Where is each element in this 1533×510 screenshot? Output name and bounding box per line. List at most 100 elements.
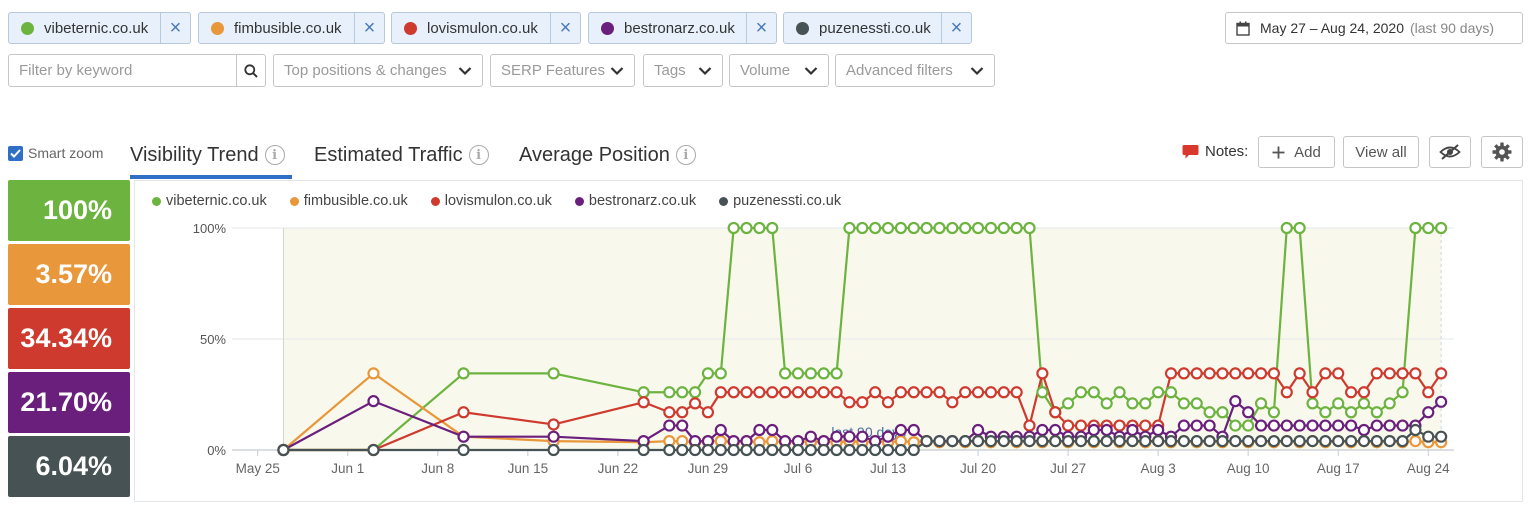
close-icon[interactable]: ×	[354, 13, 384, 43]
domain-color-dot	[211, 21, 224, 35]
data-point-2	[547, 418, 560, 431]
data-point-0	[1357, 397, 1371, 410]
data-point-2	[997, 386, 1010, 399]
data-point-0	[1396, 386, 1409, 399]
legend-item[interactable]: puzenessti.co.uk	[719, 193, 841, 209]
info-icon[interactable]: i	[264, 145, 285, 165]
data-point-0	[740, 221, 753, 235]
legend-label: lovismulon.co.uk	[444, 193, 552, 209]
date-range-button[interactable]: May 27 – Aug 24, 2020 (last 90 days)	[1225, 12, 1523, 44]
data-point-3	[1190, 419, 1203, 432]
domain-chip[interactable]: fimbusible.co.uk ×	[198, 12, 385, 44]
settings-button[interactable]	[1481, 136, 1523, 168]
keyword-filter-input[interactable]	[9, 55, 236, 86]
eye-slash-icon	[1439, 144, 1461, 160]
data-point-0	[1229, 419, 1242, 432]
info-icon[interactable]: i	[468, 145, 489, 165]
data-point-3	[753, 423, 766, 437]
data-point-0	[1280, 221, 1293, 235]
data-point-3	[1319, 419, 1332, 432]
domain-chip[interactable]: lovismulon.co.uk ×	[391, 12, 581, 44]
data-point-3	[676, 419, 689, 432]
chevron-down-icon	[698, 66, 712, 75]
info-icon[interactable]: i	[675, 145, 696, 165]
tab-average-position[interactable]: Average Position i	[519, 142, 696, 168]
domain-color-dot	[601, 21, 614, 35]
data-point-4	[804, 443, 817, 457]
top-positions-dropdown[interactable]: Top positions & changes	[273, 54, 483, 87]
chevron-down-icon	[610, 66, 624, 75]
data-point-4	[1422, 430, 1435, 443]
volume-dropdown[interactable]: Volume	[729, 54, 829, 87]
data-point-4	[1190, 435, 1203, 448]
data-point-3	[1203, 419, 1216, 432]
legend-item[interactable]: fimbusible.co.uk	[289, 193, 408, 209]
data-point-2	[933, 386, 946, 399]
legend-dot	[289, 196, 299, 206]
data-point-3	[1177, 419, 1190, 432]
data-point-0	[1267, 406, 1281, 419]
legend-label: vibeternic.co.uk	[166, 193, 267, 209]
data-point-0	[1152, 386, 1165, 399]
close-icon[interactable]: ×	[941, 13, 971, 43]
close-icon[interactable]: ×	[746, 13, 776, 43]
data-point-2	[457, 406, 470, 419]
data-point-4	[920, 435, 933, 448]
advanced-filters-dropdown[interactable]: Advanced filters	[835, 54, 995, 87]
search-button[interactable]	[236, 55, 265, 86]
dropdown-label: Top positions & changes	[284, 62, 447, 79]
smart-zoom-checkbox[interactable]	[8, 145, 23, 161]
data-point-4	[753, 443, 766, 457]
date-range-note: (last 90 days)	[1410, 20, 1495, 36]
data-point-4	[1280, 435, 1293, 448]
data-point-2	[1023, 419, 1036, 432]
data-point-4	[1010, 435, 1023, 448]
data-point-3	[1049, 423, 1062, 437]
data-point-4	[1383, 435, 1396, 448]
y-tick-label: 50%	[200, 332, 226, 347]
serp-features-dropdown[interactable]: SERP Features	[490, 54, 635, 87]
speech-bubble-icon	[1182, 144, 1199, 158]
domain-chip-label: bestronarz.co.uk	[624, 19, 735, 37]
data-point-4	[843, 443, 856, 457]
tab-visibility-trend[interactable]: Visibility Trend i	[130, 142, 285, 168]
chevron-down-icon	[458, 66, 472, 75]
legend-item[interactable]: bestronarz.co.uk	[574, 193, 696, 209]
data-point-4	[1319, 435, 1332, 448]
data-point-0	[1126, 397, 1139, 410]
add-note-button[interactable]: Add	[1258, 136, 1335, 168]
data-point-3	[1383, 419, 1396, 432]
data-point-4	[1113, 435, 1126, 448]
legend-item[interactable]: lovismulon.co.uk	[430, 193, 552, 209]
view-all-notes-button[interactable]: View all	[1343, 136, 1419, 168]
tile-value: 34.34%	[20, 323, 112, 353]
data-point-4	[688, 443, 702, 457]
legend-item[interactable]: vibeternic.co.uk	[152, 193, 267, 209]
smart-zoom-toggle[interactable]: Smart zoom	[8, 145, 103, 161]
data-point-2	[971, 386, 985, 399]
close-icon[interactable]: ×	[160, 13, 190, 43]
data-point-2	[637, 396, 650, 409]
visibility-trend-chart[interactable]: 0% 50% 100% May 25 Jun 1 Jun 8 Jun 15 Jun 22 Jun…	[134, 180, 1523, 502]
data-point-4	[817, 443, 830, 457]
tags-dropdown[interactable]: Tags	[643, 54, 723, 87]
data-point-2	[959, 386, 972, 399]
data-point-0	[1177, 397, 1190, 410]
data-point-4	[547, 443, 560, 457]
data-point-4	[1332, 435, 1345, 448]
data-point-2	[779, 386, 792, 399]
tab-estimated-traffic[interactable]: Estimated Traffic i	[314, 142, 489, 168]
hide-notes-button[interactable]	[1429, 136, 1471, 168]
data-point-2	[1062, 419, 1075, 432]
data-point-4	[1370, 435, 1383, 448]
domain-chip[interactable]: bestronarz.co.uk ×	[588, 12, 777, 44]
domain-chip[interactable]: vibeternic.co.uk ×	[8, 12, 191, 44]
x-tick-label: Aug 10	[1227, 461, 1270, 476]
data-point-2	[894, 386, 907, 399]
close-icon[interactable]: ×	[550, 13, 580, 43]
data-point-4	[1139, 435, 1152, 448]
y-tick-label: 0%	[207, 443, 226, 458]
data-point-0	[688, 386, 702, 399]
domain-chip[interactable]: puzenessti.co.uk ×	[783, 12, 972, 44]
data-point-3	[843, 430, 856, 443]
